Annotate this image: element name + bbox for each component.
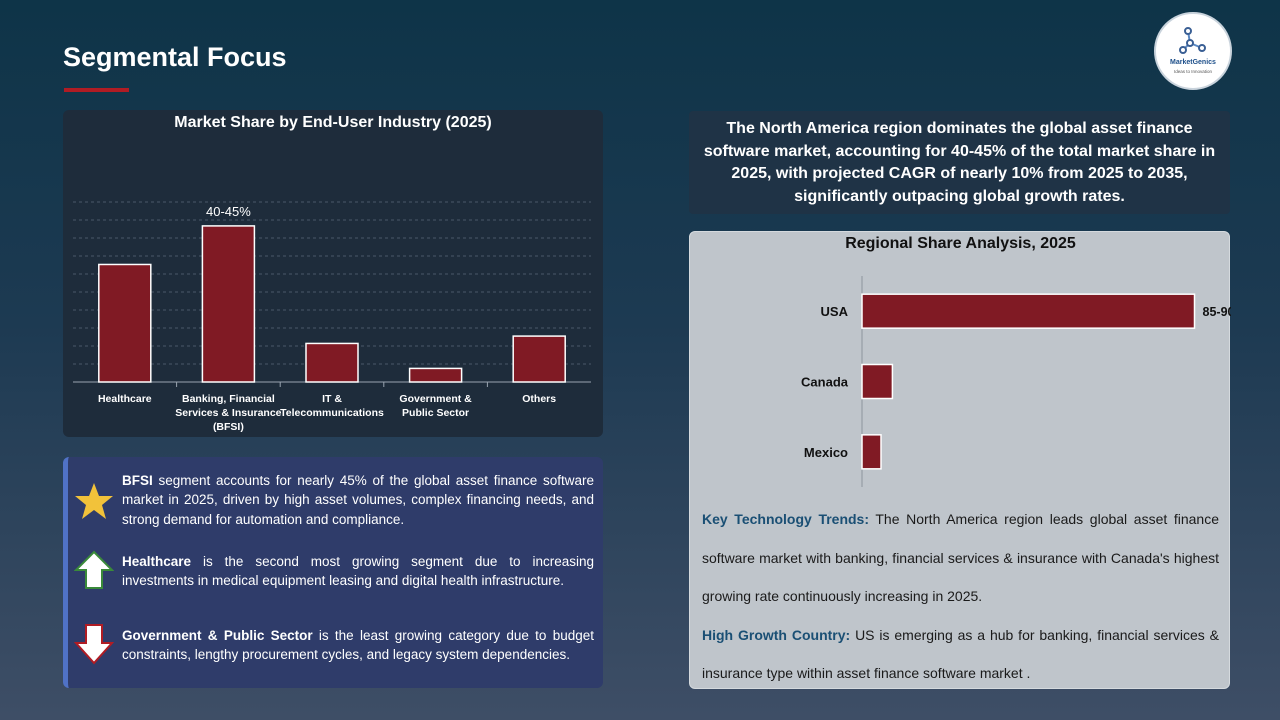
category-label-line: (BFSI) bbox=[213, 421, 244, 433]
bar-0 bbox=[98, 263, 152, 383]
category-label-line: Government & bbox=[399, 393, 472, 405]
bullet-government: Government & Public Sector is the least … bbox=[122, 626, 594, 665]
trends-text: Key Technology Trends: The North America… bbox=[702, 500, 1219, 693]
star-icon bbox=[74, 481, 114, 526]
category-label-2: IT & Telecommunications bbox=[280, 393, 384, 419]
category-label-line: Telecommunications bbox=[280, 407, 384, 419]
industry-bar-chart: Healthcare 40-45% Banking, Financial Servic… bbox=[73, 201, 591, 433]
bar-2 bbox=[305, 342, 359, 383]
category-label-line: Public Sector bbox=[402, 407, 469, 419]
regional-chart-panel: Regional Share Analysis, 2025 USA 85-90% C… bbox=[689, 231, 1232, 689]
high-growth-label: High Growth Country: bbox=[702, 626, 851, 643]
industry-chart-title: Market Share by End-User Industry (2025) bbox=[174, 114, 492, 131]
bullet-bfsi: BFSI segment accounts for nearly 45% of … bbox=[122, 471, 594, 529]
category-label-line: Services & Insurance bbox=[175, 407, 281, 419]
region-data-label-0: 85-90% bbox=[1203, 305, 1232, 319]
region-bar-1 bbox=[861, 363, 894, 400]
bullet-healthcare-bold: Healthcare bbox=[122, 554, 192, 569]
high-growth-text: US is emerging as a hub for banking, fin… bbox=[702, 626, 1219, 682]
regional-chart-title: Regional Share Analysis, 2025 bbox=[845, 235, 1076, 252]
bullet-healthcare-text: is the second most growing segment due t… bbox=[122, 554, 594, 589]
region-label-1: Canada bbox=[801, 375, 849, 390]
data-label-1: 40-45% bbox=[206, 204, 251, 219]
logo-tagline: Ideas to Innovation bbox=[1173, 69, 1213, 74]
network-icon bbox=[1179, 27, 1206, 54]
up-arrow-icon bbox=[73, 550, 115, 595]
summary-box: The North America region dominates the g… bbox=[689, 111, 1230, 214]
key-trends-label: Key Technology Trends: bbox=[702, 511, 870, 527]
region-bar-2 bbox=[861, 434, 882, 470]
region-label-0: USA bbox=[821, 304, 849, 319]
bullet-healthcare: Healthcare is the second most growing se… bbox=[122, 552, 594, 591]
category-label-line: IT & bbox=[322, 393, 342, 405]
company-logo: MarketGenics Ideas to Innovation bbox=[1154, 12, 1232, 90]
bullet-bfsi-text: segment accounts for nearly 45% of the g… bbox=[122, 473, 594, 527]
bullet-government-text: is the least growing category due to bud… bbox=[122, 628, 594, 663]
category-label-3: Government & Public Sector bbox=[399, 393, 472, 419]
bar-4 bbox=[512, 335, 566, 383]
bar-1 bbox=[201, 225, 256, 383]
down-arrow-icon bbox=[73, 623, 115, 670]
regional-bar-chart: USA 85-90% Canada Mexico bbox=[801, 276, 1232, 487]
bullet-government-bold: Government & Public Sector bbox=[122, 628, 313, 643]
category-label-4: Others bbox=[522, 393, 556, 405]
logo-name: MarketGenics bbox=[1170, 59, 1216, 66]
key-trends-text: The North America region leads global as… bbox=[702, 511, 1220, 604]
bar-3 bbox=[408, 367, 463, 383]
page-title: Segmental Focus bbox=[63, 42, 287, 72]
industry-chart-panel: Market Share by End-User Industry (2025)… bbox=[63, 110, 603, 437]
insights-panel: BFSI segment accounts for nearly 45% of … bbox=[63, 457, 603, 688]
category-label-line: Others bbox=[522, 393, 556, 405]
category-label-line: Banking, Financial bbox=[182, 393, 275, 405]
title-underline bbox=[64, 88, 129, 92]
category-label-1: Banking, Financial Services & Insurance (B… bbox=[175, 393, 281, 433]
category-label-0: Healthcare bbox=[98, 393, 152, 405]
region-label-2: Mexico bbox=[804, 445, 848, 460]
category-label-line: Healthcare bbox=[98, 393, 152, 405]
region-bar-0 bbox=[861, 293, 1196, 329]
bullet-bfsi-bold: BFSI bbox=[122, 473, 153, 488]
